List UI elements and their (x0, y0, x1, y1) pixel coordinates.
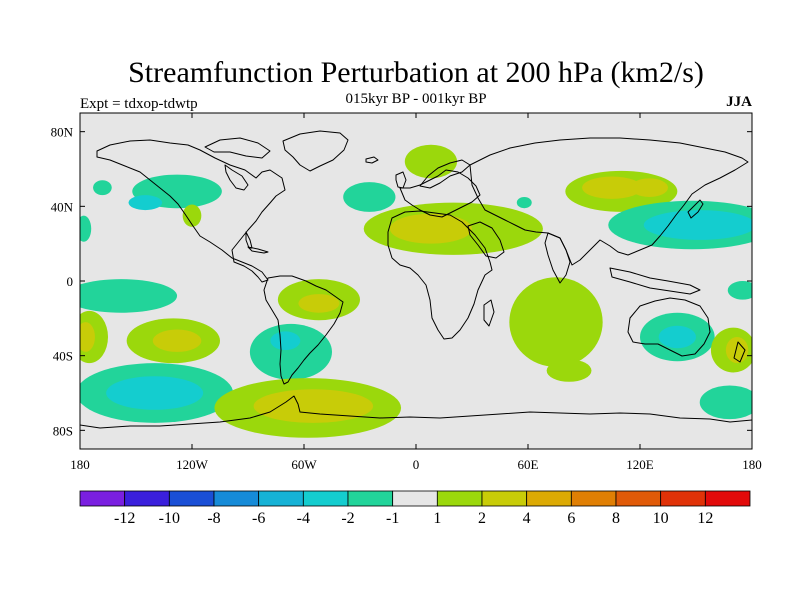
colorbar-label: -12 (114, 510, 135, 527)
colorbar-label: -4 (297, 510, 310, 527)
anomaly-region-2 (182, 204, 202, 227)
colorbar-swatch (347, 490, 394, 507)
coastline-south-america (263, 275, 344, 385)
coastline-india (544, 232, 571, 284)
anomaly-region-5 (343, 182, 396, 212)
coastline-madagascar (483, 299, 495, 327)
anomaly-region-35 (253, 389, 374, 423)
coastlines (80, 130, 752, 429)
colorbar-label: 8 (612, 510, 620, 527)
colorbar-label: 12 (697, 510, 713, 527)
coastline-canadian-arctic (204, 137, 271, 159)
y-tick-label: 40S (53, 349, 73, 364)
colorbar-swatch (392, 490, 438, 507)
anomaly-region-21 (152, 329, 202, 352)
colorbar-swatch (302, 490, 349, 507)
colorbar-swatch (570, 490, 617, 507)
anomaly-region-22 (249, 323, 332, 380)
x-tick-label: 120E (626, 457, 654, 472)
anomaly-region-23 (270, 331, 301, 351)
colorbar-label: 4 (523, 510, 531, 527)
anomaly-layer (80, 144, 752, 438)
anomaly-region-26 (509, 277, 603, 367)
chart-title: Streamfunction Perturbation at 200 hPa (… (128, 56, 704, 89)
colorbar-label: -6 (252, 510, 265, 527)
colorbar-swatch (258, 490, 304, 507)
colorbar-label: 1 (433, 510, 441, 527)
coastline-greenland (282, 130, 349, 172)
anomaly-region-32 (727, 281, 752, 300)
colorbar-label: 6 (567, 510, 575, 527)
coastline-british-isles (395, 171, 407, 189)
season-label: JJA (726, 94, 752, 110)
coastline-europe (399, 169, 481, 218)
colorbar-swatch (79, 490, 126, 507)
x-tick-label: 180 (70, 457, 90, 472)
experiment-label: Expt = tdxop-tdwtp (80, 96, 198, 112)
coastline-hudson-bay (224, 164, 249, 191)
colorbar-swatch (704, 490, 751, 507)
anomaly-region-9 (516, 197, 532, 209)
coastline-australia (627, 297, 711, 357)
colorbar-label: -2 (341, 510, 354, 527)
x-tick-label: 0 (413, 457, 420, 472)
anomaly-region-14 (643, 210, 752, 240)
colorbar-swatch (660, 490, 706, 507)
anomaly-region-8 (389, 213, 472, 244)
x-tick-label: 180 (742, 457, 762, 472)
colorbar-swatch (213, 490, 260, 507)
anomaly-region-33 (699, 385, 752, 420)
x-tick-label: 60W (291, 457, 317, 472)
anomaly-region-25 (106, 376, 204, 410)
colorbar-swatch (526, 490, 572, 507)
coastline-africa (387, 210, 493, 340)
y-tick-label: 40N (51, 199, 74, 214)
coastline-new-zealand (733, 341, 746, 363)
coastline-arabia (467, 221, 505, 259)
anomaly-region-6 (404, 144, 458, 179)
colorbar-label: -8 (207, 510, 220, 527)
colorbar-label: -1 (386, 510, 399, 527)
y-tick-label: 80S (53, 423, 73, 438)
colorbar-label: 10 (653, 510, 669, 527)
colorbar-swatch (124, 490, 170, 507)
anomaly-region-3 (93, 180, 112, 196)
x-tick-label: 60E (518, 457, 539, 472)
x-axis: 180 120W 60W 0 60E 120E 180 (70, 113, 762, 472)
y-tick-label: 0 (67, 274, 74, 289)
anomaly-region-19 (80, 322, 95, 352)
coastline-asia (469, 137, 749, 266)
colorbar-swatch (168, 490, 215, 507)
anomaly-region-15 (80, 279, 178, 313)
colorbar-label: -10 (159, 510, 180, 527)
anomaly-region-29 (658, 325, 696, 349)
anomaly-region-11 (582, 176, 642, 199)
anomaly-region-1 (128, 195, 163, 211)
coastline-north-america (96, 139, 286, 283)
colorbar: -12 -10 -8 -6 -4 -2 -1 1 2 4 6 8 10 12 (79, 490, 751, 527)
coastline-antarctica (80, 395, 752, 429)
anomaly-region-17 (298, 294, 340, 313)
anomaly-region-27 (546, 359, 592, 382)
colorbar-swatch (615, 490, 662, 507)
y-tick-label: 80N (51, 125, 74, 140)
anomaly-region-4 (80, 215, 92, 242)
coastline-iceland (365, 156, 379, 164)
coastline-cuba (247, 246, 269, 254)
anomaly-region-12 (630, 178, 668, 198)
chart-subtitle: 015kyr BP - 001kyr BP (345, 91, 486, 107)
coastline-indonesia (609, 267, 701, 295)
x-tick-label: 120W (176, 457, 209, 472)
colorbar-swatch (481, 490, 528, 507)
colorbar-label: 2 (478, 510, 486, 527)
colorbar-swatch (436, 490, 483, 507)
coastline-japan (687, 199, 704, 219)
y-axis: 80N 40N 0 40S 80S (51, 125, 752, 438)
